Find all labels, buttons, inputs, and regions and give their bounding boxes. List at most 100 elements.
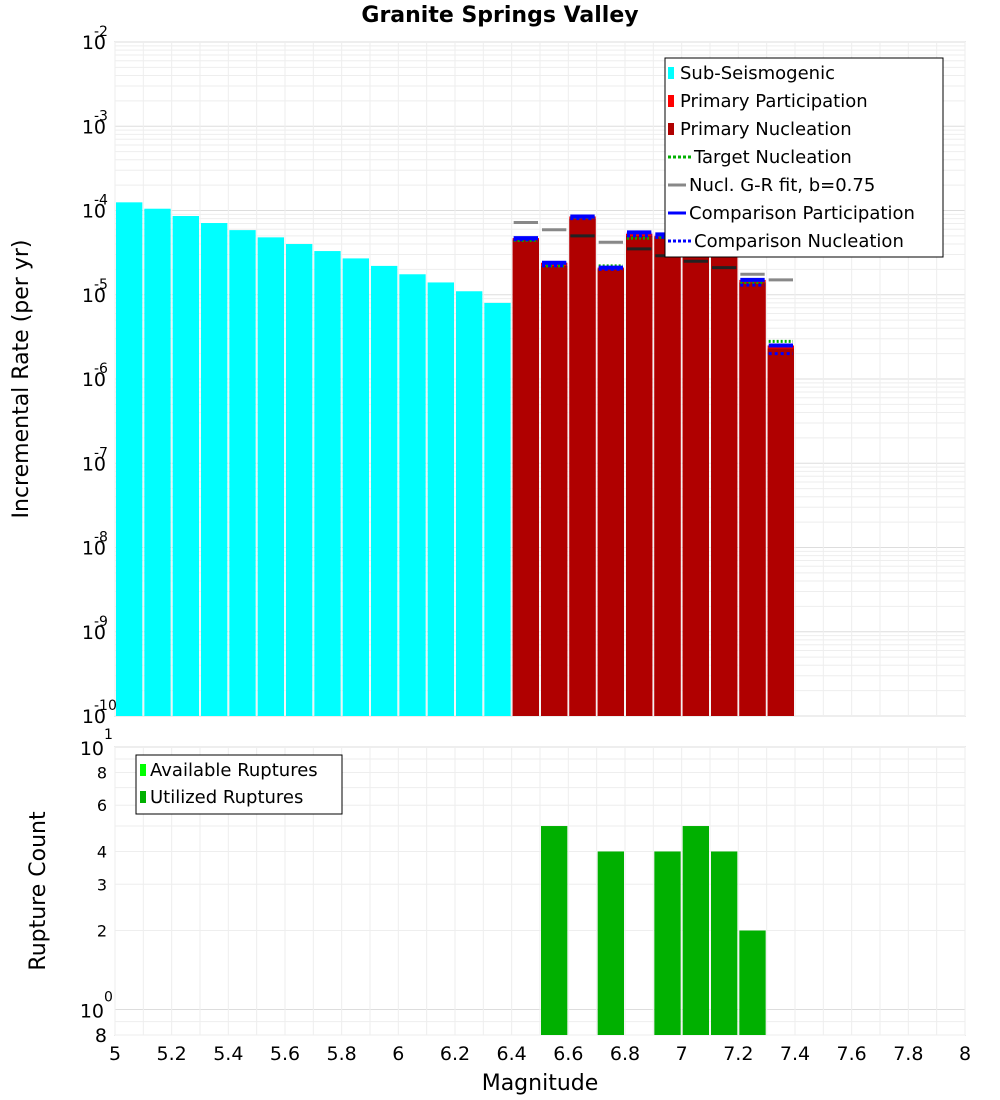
legend-label: Comparison Nucleation — [694, 231, 904, 252]
bottom-y-major-tick-label: 100 — [80, 990, 113, 1023]
y-tick-exponent: -7 — [94, 445, 108, 461]
top-y-tick-label: 10-5 — [82, 277, 108, 307]
sub-seismogenic-bar — [399, 274, 426, 716]
legend-label: Sub-Seismogenic — [680, 63, 835, 84]
bottom-y-major-tick-label: 101 — [80, 727, 113, 760]
x-tick-label: 5.8 — [327, 1043, 357, 1065]
top-legend-item: Comparison Participation — [668, 203, 915, 224]
x-tick-label: 6.6 — [553, 1043, 583, 1065]
y-tick-exponent: -3 — [94, 108, 108, 124]
primary-nucleation-bar — [626, 235, 653, 717]
bottom-y-minor-tick-label: 4 — [97, 842, 107, 861]
y-tick-exponent: -4 — [94, 193, 108, 209]
legend-swatch-primary-participation — [668, 95, 674, 107]
sub-seismogenic-bar — [229, 230, 256, 716]
legend-label: Target Nucleation — [693, 147, 852, 168]
y-tick-exponent: -5 — [94, 277, 108, 293]
y-tick-exponent: -6 — [94, 361, 108, 377]
top-legend-item: Primary Nucleation — [668, 119, 852, 140]
x-tick-label: 5.4 — [213, 1043, 243, 1065]
bottom-bars — [541, 826, 766, 1035]
x-tick-label: 7.2 — [723, 1043, 753, 1065]
top-legend-item: Nucl. G-R fit, b=0.75 — [668, 175, 875, 196]
primary-nucleation-bar — [682, 237, 709, 717]
top-bars — [116, 202, 794, 717]
y-tick-base: 10 — [82, 32, 106, 54]
top-y-tick-label: 10-10 — [82, 698, 117, 728]
y-tick-exponent: -10 — [94, 698, 117, 714]
y-tick-exponent: 1 — [104, 727, 113, 743]
bottom-legend-item: Available Ruptures — [140, 760, 318, 781]
top-legend-item: Target Nucleation — [668, 147, 852, 168]
legend-label: Nucl. G-R fit, b=0.75 — [689, 175, 875, 196]
x-tick-label: 6.4 — [497, 1043, 527, 1065]
y-tick-base: 10 — [82, 622, 106, 644]
y-tick-base: 10 — [82, 453, 106, 475]
y-tick-base: 10 — [82, 116, 106, 138]
bottom-y-axis-label: Rupture Count — [26, 811, 51, 971]
sub-seismogenic-bar — [427, 282, 454, 716]
utilized-ruptures-bar — [711, 851, 738, 1035]
utilized-ruptures-bar — [541, 826, 568, 1035]
x-tick-labels: 5 5.2 5.4 5.6 5.8 6 6.2 6.4 6.6 6.8 7 7.2 7.4 7.6 7.8 8 — [109, 1043, 971, 1065]
x-tick-label: 5.6 — [270, 1043, 300, 1065]
x-axis-label: Magnitude — [482, 1071, 599, 1096]
primary-nucleation-bar — [654, 237, 681, 717]
legend-swatch-available — [140, 764, 146, 776]
top-legend-item: Comparison Nucleation — [668, 231, 904, 252]
sub-seismogenic-bar — [201, 223, 228, 716]
legend-label: Primary Nucleation — [680, 119, 852, 140]
bottom-legend-box — [135, 754, 343, 815]
legend-swatch-sub-seismogenic — [668, 67, 674, 79]
sub-seismogenic-bar — [172, 216, 199, 717]
top-y-tick-label: 10-4 — [82, 193, 108, 223]
y-tick-exponent: 0 — [104, 990, 113, 1006]
top-y-tick-label: 10-9 — [82, 614, 108, 644]
x-tick-label: 6.8 — [610, 1043, 640, 1065]
y-tick-base: 10 — [80, 738, 104, 760]
x-tick-label: 6.2 — [440, 1043, 470, 1065]
sub-seismogenic-bar — [286, 244, 313, 717]
y-tick-exponent: -9 — [94, 614, 108, 630]
sub-seismogenic-bar — [484, 302, 511, 716]
primary-nucleation-bar — [569, 218, 596, 716]
top-legend-item: Sub-Seismogenic — [668, 63, 835, 84]
x-tick-label: 5 — [109, 1043, 121, 1065]
y-tick-base: 10 — [82, 538, 106, 560]
top-y-axis-label: Incremental Rate (per yr) — [9, 240, 34, 519]
y-tick-base: 10 — [80, 1001, 104, 1023]
top-legend-item: Primary Participation — [668, 91, 868, 112]
x-tick-label: 7.4 — [780, 1043, 810, 1065]
x-tick-label: 7.6 — [837, 1043, 867, 1065]
top-y-tick-label: 10-7 — [82, 445, 108, 475]
top-y-tick-labels: 10-210-310-410-510-610-710-810-910-10 — [82, 24, 117, 728]
top-y-tick-label: 10-3 — [82, 108, 108, 138]
x-tick-label: 7 — [676, 1043, 688, 1065]
y-tick-base: 10 — [82, 706, 106, 728]
sub-seismogenic-bar — [116, 202, 143, 716]
primary-nucleation-bar — [541, 265, 568, 716]
bottom-legend: Available Ruptures Utilized Ruptures — [135, 754, 343, 815]
sub-seismogenic-bar — [144, 208, 171, 717]
bottom-y-minor-tick-label: 8 — [95, 1025, 107, 1047]
legend-swatch-utilized — [140, 791, 146, 803]
legend-label: Comparison Participation — [689, 203, 915, 224]
utilized-ruptures-bar — [682, 826, 709, 1035]
top-y-tick-label: 10-2 — [82, 24, 108, 54]
top-y-tick-label: 10-6 — [82, 361, 108, 391]
sub-seismogenic-bar — [314, 251, 341, 717]
y-tick-base: 10 — [82, 369, 106, 391]
primary-nucleation-bar — [597, 269, 624, 716]
utilized-ruptures-bar — [654, 851, 681, 1035]
bottom-y-minor-tick-label: 2 — [97, 922, 107, 941]
bottom-gridlines — [114, 746, 966, 1036]
x-tick-label: 6 — [392, 1043, 404, 1065]
utilized-ruptures-bar — [739, 930, 766, 1035]
utilized-ruptures-bar — [597, 851, 624, 1035]
bottom-y-minor-tick-label: 8 — [97, 763, 107, 782]
sub-seismogenic-bar — [371, 265, 398, 716]
primary-nucleation-bar — [512, 239, 539, 716]
top-y-tick-label: 10-8 — [82, 530, 108, 560]
